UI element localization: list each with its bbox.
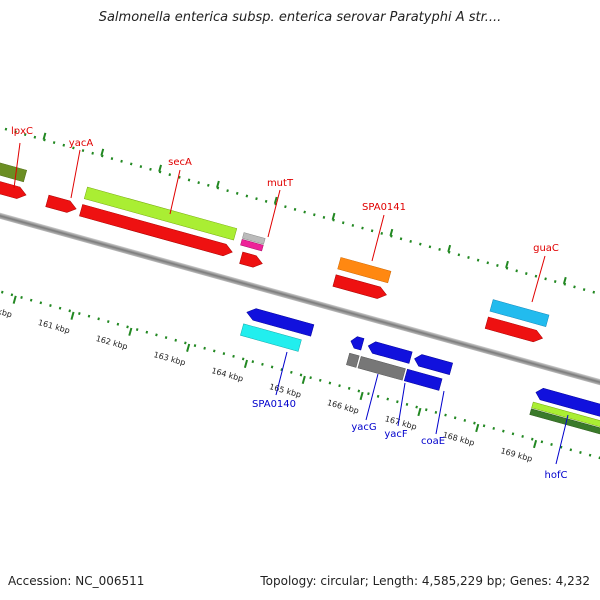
reverse-major-tick — [533, 439, 538, 449]
leader-yacF — [397, 382, 406, 427]
gene-coaE-arrow[interactable] — [413, 353, 453, 375]
kbp-label: 164 kbp — [210, 366, 244, 383]
forward-major-tick — [331, 212, 336, 221]
gene-SPA0140-arrow[interactable] — [245, 306, 315, 337]
gene-label-guaC[interactable]: guaC — [533, 243, 559, 254]
kbp-label: 169 kbp — [500, 446, 534, 463]
leader-lpxC — [13, 142, 21, 189]
gene-mutT-class-bar[interactable] — [242, 232, 266, 245]
organism-title: Salmonella enterica subsp. enterica sero… — [98, 10, 502, 25]
label-leader-lines — [13, 142, 569, 465]
gene-labels: lpxC yacA secA mutT SPA0141 guaC SPA0140… — [11, 126, 568, 481]
reverse-major-tick — [70, 311, 75, 320]
gene-yacA-arrow[interactable] — [45, 194, 78, 215]
gene-guaC-arrow[interactable] — [484, 316, 544, 344]
leader-yacA — [70, 149, 81, 199]
forward-dotted-scale — [0, 114, 600, 320]
gene-guaC-class-bar[interactable] — [489, 299, 550, 327]
leader-coaE — [435, 390, 445, 435]
forward-major-tick — [562, 276, 567, 285]
kbp-label: 162 kbp — [95, 334, 129, 351]
chromosome-backbone — [0, 194, 600, 404]
reverse-major-tick — [243, 359, 248, 369]
gene-label-coaE[interactable]: coaE — [421, 436, 445, 447]
kbp-tick-labels: 160 kbp 161 kbp 162 kbp 163 kbp 164 kbp … — [0, 302, 533, 464]
gene-label-yacG[interactable]: yacG — [351, 422, 376, 433]
forward-major-tick — [505, 260, 509, 269]
forward-major-tick — [158, 164, 162, 172]
gene-SPA0141-class-bar[interactable] — [337, 257, 392, 284]
forward-strand-features — [0, 153, 550, 344]
gene-label-mutT[interactable]: mutT — [267, 178, 294, 189]
reverse-major-tick — [417, 407, 422, 417]
reverse-major-tick — [301, 375, 306, 385]
genome-summary-text: Topology: circular; Length: 4,585,229 bp… — [260, 574, 590, 588]
gene-label-secA[interactable]: secA — [168, 157, 192, 168]
reverse-major-ticks — [12, 295, 538, 449]
leader-SPA0141 — [371, 214, 385, 262]
gene-lpxC-class-bar[interactable] — [0, 153, 28, 183]
gene-coaE-class-bar[interactable] — [403, 368, 443, 391]
leader-yacG — [365, 373, 379, 421]
forward-major-tick — [273, 196, 278, 205]
accession-text: Accession: NC_006511 — [8, 574, 145, 588]
gene-label-yacA[interactable]: yacA — [69, 138, 94, 149]
gene-hofC-arrow[interactable] — [534, 387, 600, 423]
gene-yacG-class-bar[interactable] — [346, 352, 360, 368]
gene-label-hofC[interactable]: hofC — [545, 470, 568, 481]
reverse-major-tick — [128, 327, 133, 336]
forward-major-tick — [100, 148, 105, 156]
leader-secA — [169, 169, 181, 215]
leader-hofC — [555, 414, 569, 465]
leader-SPA0140 — [275, 351, 288, 396]
gene-secA-class-bar[interactable] — [83, 186, 238, 241]
forward-major-tick — [42, 132, 47, 140]
leader-guaC — [531, 255, 546, 303]
gene-lpxC-arrow[interactable] — [0, 170, 28, 201]
gene-SPA0141-arrow[interactable] — [332, 274, 388, 301]
gene-label-SPA0140[interactable]: SPA0140 — [252, 399, 296, 410]
forward-major-tick — [389, 228, 394, 237]
forward-major-ticks — [42, 132, 567, 285]
kbp-label: 160 kbp — [0, 302, 13, 319]
gene-hofC-class-bar[interactable] — [531, 401, 600, 432]
reverse-strand-features — [240, 306, 600, 439]
forward-major-tick — [216, 180, 220, 188]
reverse-major-tick — [475, 423, 480, 433]
kbp-label: 163 kbp — [153, 350, 187, 367]
reverse-dotted-scale — [0, 266, 600, 473]
gene-mutT-arrow[interactable] — [239, 251, 264, 269]
kbp-label: 168 kbp — [442, 430, 476, 447]
kbp-label: 165 kbp — [268, 382, 302, 399]
gene-mutT-class-bar-2[interactable] — [240, 239, 264, 252]
gene-label-lpxC[interactable]: lpxC — [11, 126, 33, 137]
reverse-major-tick — [12, 295, 17, 304]
kbp-label: 166 kbp — [326, 398, 360, 415]
leader-mutT — [267, 189, 281, 238]
gene-label-SPA0141[interactable]: SPA0141 — [362, 202, 406, 213]
gene-yacF-class-bar[interactable] — [357, 356, 406, 381]
gene-hofC-class-bar-2[interactable] — [529, 408, 600, 439]
chromosome-strip: 160 kbp 161 kbp 162 kbp 163 kbp 164 kbp … — [0, 114, 600, 473]
gene-SPA0140-class-bar[interactable] — [240, 323, 302, 352]
forward-major-tick — [447, 244, 452, 253]
gene-label-yacF[interactable]: yacF — [384, 429, 408, 440]
gene-yacF-arrow[interactable] — [367, 340, 413, 364]
kbp-label: 161 kbp — [37, 318, 71, 335]
reverse-major-tick — [186, 343, 191, 352]
gene-secA-arrow[interactable] — [79, 204, 233, 258]
gene-yacG-arrow[interactable] — [349, 335, 365, 351]
reverse-major-tick — [359, 391, 364, 401]
